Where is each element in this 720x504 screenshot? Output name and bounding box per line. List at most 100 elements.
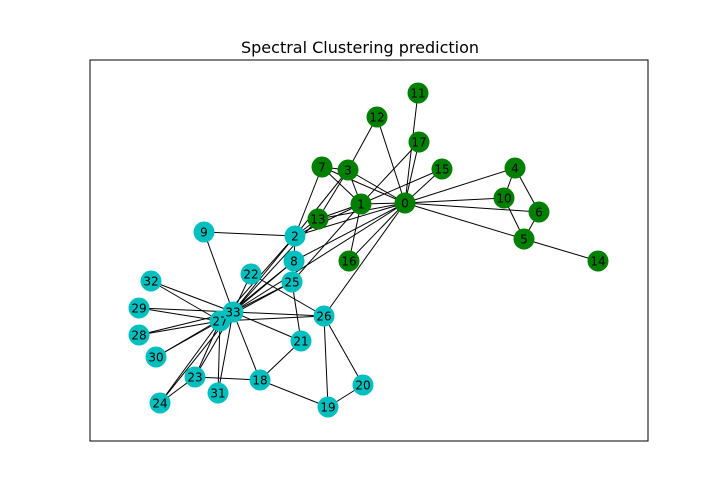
edge-19-26 — [323, 315, 329, 408]
edge-0-3 — [347, 169, 406, 204]
edge-18-33 — [232, 311, 261, 381]
edge-5-14 — [523, 238, 599, 262]
node-circle — [493, 187, 515, 209]
node-32: 32 — [140, 270, 162, 292]
node-6: 6 — [528, 201, 550, 223]
node-22: 22 — [240, 263, 262, 285]
node-label: 23 — [187, 371, 202, 385]
node-3: 3 — [337, 159, 359, 181]
node-label: 21 — [293, 335, 308, 349]
node-label: 25 — [284, 276, 299, 290]
node-31: 31 — [207, 382, 229, 404]
edge-27-32 — [150, 280, 221, 322]
node-17: 17 — [408, 131, 430, 153]
edge-2-3 — [294, 169, 349, 237]
node-label: 20 — [355, 379, 370, 393]
node-label: 1 — [357, 198, 365, 212]
node-circle — [313, 305, 335, 327]
edge-0-26 — [323, 202, 406, 317]
edge-0-6 — [404, 202, 540, 213]
node-18: 18 — [249, 369, 271, 391]
node-label: 15 — [434, 163, 449, 177]
node-circle — [240, 263, 262, 285]
edge-0-12 — [376, 116, 406, 204]
node-circle — [338, 250, 360, 272]
node-25: 25 — [281, 271, 303, 293]
plot-frame — [89, 59, 649, 442]
node-16: 16 — [338, 250, 360, 272]
node-circle — [352, 374, 374, 396]
node-label: 18 — [252, 374, 267, 388]
edge-18-19 — [259, 379, 329, 408]
node-circle — [283, 250, 305, 272]
node-19: 19 — [317, 396, 339, 418]
edge-1-17 — [360, 141, 420, 205]
node-circle — [193, 221, 215, 243]
node-label: 11 — [410, 87, 425, 101]
node-label: 10 — [496, 192, 511, 206]
node-20: 20 — [352, 374, 374, 396]
edge-9-33 — [203, 231, 234, 313]
edge-22-26 — [250, 273, 325, 317]
node-28: 28 — [128, 324, 150, 346]
node-5: 5 — [513, 228, 535, 250]
node-label: 7 — [318, 161, 326, 175]
node-label: 30 — [148, 351, 163, 365]
node-label: 31 — [210, 387, 225, 401]
node-circle — [128, 324, 150, 346]
node-circle — [394, 192, 416, 214]
node-1: 1 — [350, 193, 372, 215]
node-label: 13 — [310, 213, 325, 227]
node-4: 4 — [504, 157, 526, 179]
edge-1-15 — [360, 168, 443, 205]
node-circle — [140, 270, 162, 292]
edge-8-33 — [232, 260, 295, 313]
edge-2-7 — [294, 166, 323, 237]
node-label: 19 — [320, 401, 335, 415]
edge-27-28 — [138, 320, 221, 336]
node-circle — [222, 301, 244, 323]
node-circle — [284, 225, 306, 247]
node-circle — [145, 346, 167, 368]
node-circle — [513, 228, 535, 250]
node-circle — [366, 106, 388, 128]
node-label: 6 — [535, 206, 543, 220]
chart-title: Spectral Clustering prediction — [240, 38, 480, 57]
edges-layer — [138, 92, 599, 408]
node-7: 7 — [311, 156, 333, 178]
node-label: 24 — [152, 397, 167, 411]
node-circle — [311, 156, 333, 178]
node-9: 9 — [193, 221, 215, 243]
node-circle — [407, 82, 429, 104]
node-21: 21 — [290, 330, 312, 352]
node-label: 14 — [590, 255, 605, 269]
node-label: 17 — [411, 136, 426, 150]
node-0: 0 — [394, 192, 416, 214]
node-2: 2 — [284, 225, 306, 247]
edge-21-33 — [232, 311, 302, 342]
edge-27-31 — [217, 320, 221, 394]
node-13: 13 — [307, 208, 329, 230]
edge-0-10 — [404, 197, 505, 204]
node-label: 8 — [290, 255, 298, 269]
edge-0-8 — [293, 202, 406, 262]
edge-20-26 — [323, 315, 364, 386]
node-circle — [317, 396, 339, 418]
edge-31-33 — [217, 311, 234, 394]
node-label: 22 — [243, 268, 258, 282]
node-circle — [184, 366, 206, 388]
node-label: 32 — [143, 275, 158, 289]
node-label: 2 — [291, 230, 299, 244]
node-circle — [528, 201, 550, 223]
edge-0-7 — [321, 166, 406, 204]
edge-1-25 — [291, 203, 362, 283]
node-15: 15 — [431, 158, 453, 180]
node-circle — [149, 392, 171, 414]
edge-32-33 — [150, 280, 234, 313]
node-label: 26 — [316, 310, 331, 324]
node-33: 33 — [222, 301, 244, 323]
node-circle — [249, 369, 271, 391]
edge-2-33 — [232, 235, 296, 313]
